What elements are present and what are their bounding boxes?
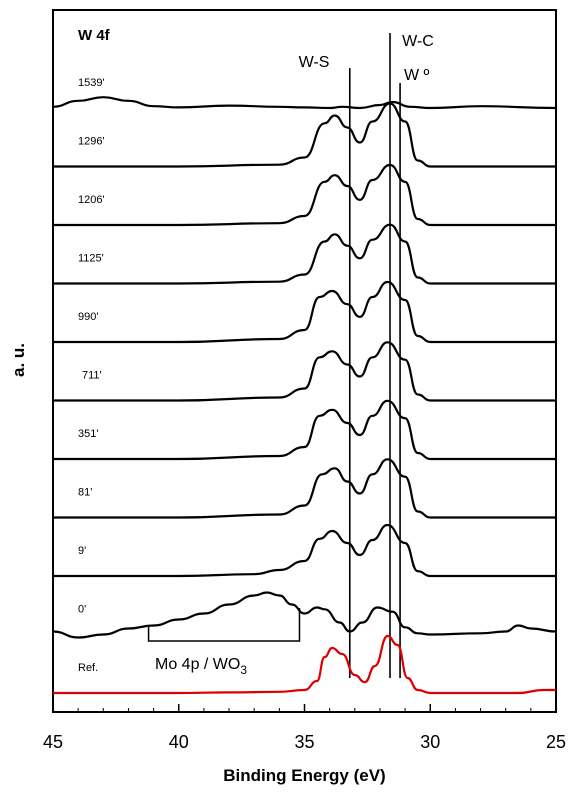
reference-line-label: W-S bbox=[299, 54, 330, 71]
series-line bbox=[53, 458, 556, 519]
x-tick-label: 40 bbox=[169, 732, 189, 752]
bracket-annotation bbox=[147, 608, 301, 642]
y-axis-title: a. u. bbox=[9, 343, 28, 377]
reference-line-label: W-C bbox=[402, 33, 434, 50]
series-label: 1296' bbox=[78, 136, 105, 148]
series-line bbox=[52, 341, 556, 402]
x-tick-label: 45 bbox=[43, 732, 63, 752]
series-label: Ref. bbox=[78, 662, 98, 674]
series-label: 711' bbox=[82, 370, 102, 382]
series-line bbox=[52, 163, 556, 227]
series-line bbox=[52, 591, 557, 639]
series-line bbox=[52, 634, 556, 695]
plot-frame bbox=[52, 9, 557, 713]
series-label: 9' bbox=[78, 545, 86, 557]
series-line bbox=[53, 523, 556, 578]
reference-line-label: W º bbox=[404, 67, 430, 84]
series-line bbox=[52, 280, 556, 344]
series-line bbox=[53, 399, 556, 461]
series-label: 0' bbox=[78, 604, 86, 616]
series-label: 351' bbox=[78, 428, 98, 440]
series-line bbox=[52, 96, 557, 110]
series-label: 81' bbox=[78, 487, 92, 499]
series-label: 1206' bbox=[78, 194, 105, 206]
x-tick-label: 30 bbox=[420, 732, 440, 752]
series-label: 1125' bbox=[78, 253, 104, 265]
series-label: 990' bbox=[78, 311, 98, 323]
x-tick-label: 35 bbox=[294, 732, 314, 752]
series-line bbox=[52, 102, 556, 168]
panel-title: W 4f bbox=[78, 27, 111, 44]
x-axis-title: Binding Energy (eV) bbox=[223, 766, 385, 785]
x-tick-label: 25 bbox=[546, 732, 566, 752]
series-line bbox=[53, 223, 556, 285]
bracket-label: Mo 4p / WO3 bbox=[155, 656, 247, 677]
series-label: 1539' bbox=[78, 77, 105, 89]
